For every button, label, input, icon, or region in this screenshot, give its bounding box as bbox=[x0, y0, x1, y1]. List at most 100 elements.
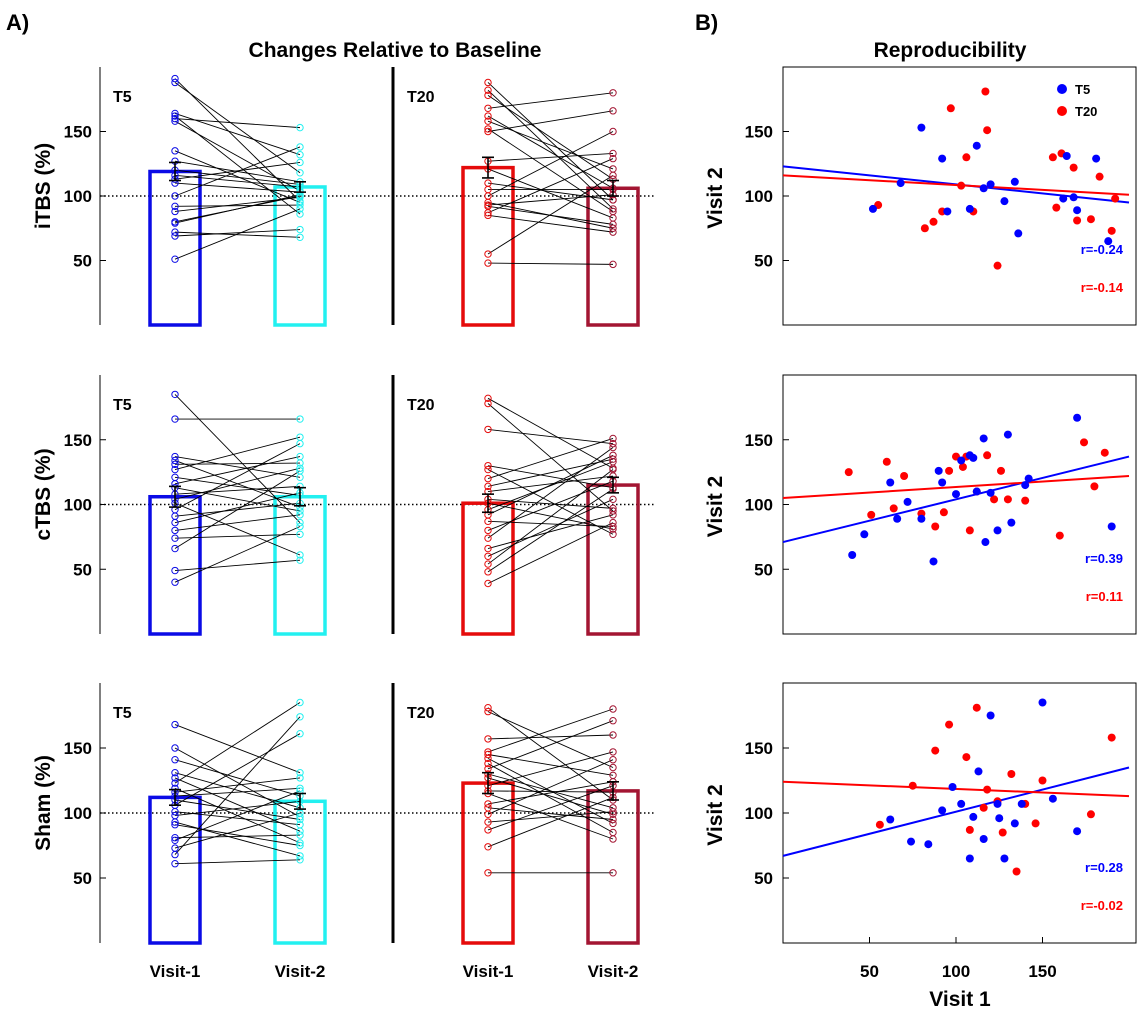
subject-point bbox=[171, 114, 179, 123]
fit-line bbox=[782, 174, 1130, 196]
paired-line bbox=[487, 95, 614, 180]
paired-line bbox=[487, 174, 614, 255]
subject-point bbox=[171, 744, 179, 752]
subject-point bbox=[296, 831, 304, 839]
subject-point bbox=[484, 568, 492, 576]
scatter-point bbox=[917, 123, 926, 132]
paired-line bbox=[487, 480, 614, 531]
subject-point bbox=[296, 452, 304, 461]
subject-point bbox=[609, 810, 617, 818]
paired-line bbox=[174, 231, 301, 238]
paired-line bbox=[174, 78, 301, 202]
subject-point bbox=[296, 841, 304, 850]
subject-point bbox=[484, 91, 492, 100]
paired-line bbox=[487, 82, 614, 201]
scatter-point bbox=[969, 453, 978, 462]
scatter-point bbox=[945, 466, 954, 475]
scatter-point bbox=[1095, 172, 1104, 181]
paired-line bbox=[174, 436, 301, 470]
scatter-point bbox=[1069, 193, 1078, 202]
paired-line bbox=[174, 747, 301, 818]
paired-line bbox=[487, 807, 614, 820]
subject-point bbox=[296, 813, 304, 821]
subject-point bbox=[484, 534, 492, 542]
paired-line bbox=[174, 859, 301, 865]
bar-x-tick-label: Visit-1 bbox=[463, 962, 514, 981]
subject-point bbox=[609, 107, 617, 115]
subject-point bbox=[171, 465, 179, 474]
subject-point bbox=[484, 465, 492, 474]
paired-line bbox=[487, 498, 614, 557]
scatter-point bbox=[945, 720, 954, 729]
scatter-point bbox=[979, 803, 988, 812]
paired-line bbox=[487, 120, 614, 170]
subject-point bbox=[484, 259, 492, 267]
subject-point bbox=[171, 779, 179, 787]
scatter-point bbox=[1059, 194, 1068, 203]
paired-line bbox=[487, 796, 614, 848]
scatter-point bbox=[983, 126, 992, 135]
scatter-point bbox=[1007, 518, 1016, 527]
legend-marker bbox=[1057, 106, 1067, 116]
paired-line bbox=[487, 168, 614, 219]
scatter-point bbox=[986, 488, 995, 497]
subject-point bbox=[171, 544, 179, 553]
subject-point bbox=[609, 511, 617, 519]
scatter-point bbox=[948, 783, 957, 791]
subject-point bbox=[609, 518, 617, 527]
scatter-point bbox=[1048, 153, 1057, 162]
subject-point bbox=[484, 800, 492, 808]
subject-point bbox=[484, 735, 492, 743]
legend-label: T5 bbox=[1075, 82, 1090, 97]
scatter-point bbox=[868, 204, 877, 213]
paired-line bbox=[174, 800, 301, 817]
bar-y-tick-label: 100 bbox=[64, 496, 92, 515]
paired-line bbox=[174, 559, 301, 571]
subject-point bbox=[296, 730, 304, 738]
scatter-axes-box bbox=[782, 374, 1137, 635]
paired-line bbox=[487, 461, 614, 511]
paired-line bbox=[487, 759, 614, 815]
scatter-point bbox=[1010, 819, 1019, 828]
scatter-point bbox=[920, 224, 929, 233]
subject-point bbox=[171, 518, 179, 527]
scatter-y-tick-label: 50 bbox=[754, 252, 773, 271]
subject-point bbox=[171, 228, 179, 236]
scatter-point bbox=[1021, 496, 1030, 505]
subject-point bbox=[296, 169, 304, 177]
subject-point bbox=[484, 869, 492, 877]
subject-point bbox=[484, 127, 492, 136]
scatter-point bbox=[990, 495, 999, 504]
scatter-point bbox=[1086, 810, 1095, 819]
scatter-y-label: Visit 2 bbox=[704, 784, 727, 845]
subject-point bbox=[171, 836, 179, 844]
subject-point bbox=[484, 482, 492, 491]
bar-x-tick-label: Visit-2 bbox=[588, 962, 639, 981]
scatter-point bbox=[958, 462, 967, 471]
scatter-point bbox=[886, 478, 895, 487]
subject-point bbox=[609, 443, 617, 452]
paired-line bbox=[174, 456, 301, 478]
paired-line bbox=[174, 733, 301, 806]
paired-line bbox=[174, 787, 301, 797]
scatter-point bbox=[900, 472, 909, 481]
paired-line bbox=[487, 502, 614, 530]
paired-line bbox=[174, 456, 301, 485]
paired-line bbox=[487, 152, 614, 162]
subject-point bbox=[296, 151, 304, 159]
scatter-point bbox=[962, 153, 971, 162]
subject-point bbox=[484, 117, 492, 125]
subject-point bbox=[609, 149, 617, 158]
paired-line bbox=[487, 205, 614, 225]
paired-line bbox=[174, 182, 301, 193]
scatter-point bbox=[1012, 867, 1021, 876]
paired-line bbox=[487, 498, 614, 509]
subject-point bbox=[171, 74, 179, 83]
subject-point bbox=[484, 544, 492, 553]
subject-point bbox=[484, 759, 492, 768]
paired-line bbox=[174, 194, 301, 224]
scatter-point bbox=[957, 181, 966, 190]
paired-line bbox=[174, 146, 301, 197]
scatter-point bbox=[908, 781, 917, 790]
group-label: T5 bbox=[113, 397, 132, 414]
